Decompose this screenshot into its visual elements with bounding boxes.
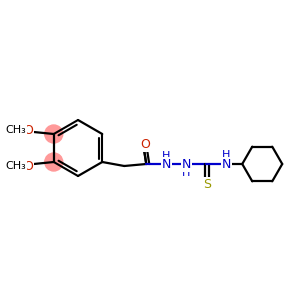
Text: S: S: [203, 178, 211, 190]
Text: N: N: [182, 158, 191, 170]
Circle shape: [45, 153, 63, 171]
Text: O: O: [23, 160, 33, 172]
Text: O: O: [23, 124, 33, 136]
Text: H: H: [182, 168, 190, 178]
Text: O: O: [140, 137, 150, 151]
Text: H: H: [222, 150, 230, 160]
Text: N: N: [162, 158, 171, 170]
Text: CH₃: CH₃: [5, 161, 26, 171]
Text: H: H: [162, 151, 170, 161]
Text: N: N: [222, 158, 231, 170]
Text: CH₃: CH₃: [5, 125, 26, 135]
Circle shape: [45, 125, 63, 143]
